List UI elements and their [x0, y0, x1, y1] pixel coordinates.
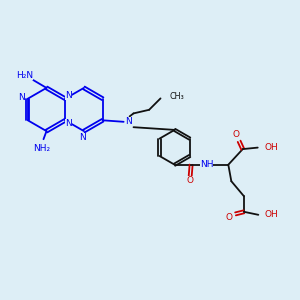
Text: O: O — [186, 176, 193, 185]
Text: N: N — [79, 133, 86, 142]
Text: NH: NH — [200, 160, 214, 169]
Text: N: N — [125, 117, 131, 126]
Text: N: N — [65, 119, 72, 128]
Text: OH: OH — [264, 143, 278, 152]
Text: OH: OH — [265, 210, 279, 219]
Text: N: N — [18, 93, 25, 102]
Text: O: O — [232, 130, 239, 139]
Text: NH₂: NH₂ — [33, 144, 51, 153]
Text: CH₃: CH₃ — [169, 92, 184, 101]
Text: O: O — [225, 213, 233, 222]
Text: H₂N: H₂N — [16, 70, 33, 80]
Text: N: N — [65, 91, 72, 100]
